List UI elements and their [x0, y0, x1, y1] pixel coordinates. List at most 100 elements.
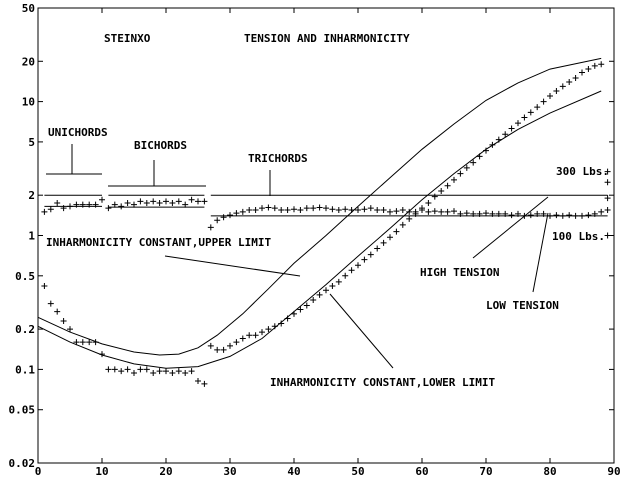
- low-tension-pointer: [532, 212, 549, 293]
- data-point: [259, 205, 265, 212]
- data-point: [156, 368, 163, 375]
- data-point: [451, 208, 457, 215]
- data-point: [259, 329, 265, 336]
- data-point: [425, 199, 432, 206]
- data-point: [431, 208, 438, 215]
- data-point: [195, 198, 201, 205]
- series-5: [44, 205, 608, 217]
- data-point: [387, 234, 393, 241]
- data-point: [598, 61, 605, 68]
- data-point: [233, 210, 240, 217]
- data-point: [553, 212, 560, 219]
- data-point: [188, 368, 195, 375]
- x-tick-label: 70: [479, 465, 492, 478]
- data-point: [188, 196, 195, 203]
- data-point: [380, 239, 387, 246]
- data-point: [361, 206, 368, 213]
- data-point: [323, 205, 329, 212]
- data-point: [470, 159, 477, 166]
- label-100-lbs: 100 Lbs.: [552, 230, 605, 243]
- data-point: [252, 207, 259, 214]
- data-point: [99, 196, 105, 203]
- data-point: [604, 195, 611, 202]
- data-point: [431, 193, 438, 200]
- data-point: [355, 207, 361, 214]
- data-point: [207, 342, 214, 349]
- data-point: [380, 207, 387, 214]
- series-2: [37, 57, 602, 356]
- x-tick-label: 40: [287, 465, 300, 478]
- data-point: [585, 212, 592, 219]
- data-point: [175, 198, 182, 205]
- data-point: [566, 79, 573, 86]
- data-point: [214, 346, 221, 353]
- annotations: STEINXO TENSION AND INHARMONICITY UNICHO…: [46, 32, 609, 389]
- data-point: [252, 332, 259, 339]
- data-point: [374, 207, 381, 214]
- data-point: [534, 104, 541, 111]
- data-point: [323, 287, 329, 294]
- data-point: [201, 380, 208, 387]
- data-point: [220, 346, 227, 353]
- data-point: [451, 176, 457, 183]
- data-point: [111, 366, 118, 373]
- series-3: [37, 90, 602, 369]
- x-tick-label: 0: [35, 465, 42, 478]
- data-point: [598, 208, 605, 215]
- data-point: [508, 125, 515, 132]
- data-point: [438, 208, 445, 215]
- data-point: [291, 206, 297, 213]
- data-point: [572, 75, 579, 82]
- data-point: [483, 210, 489, 217]
- data-point: [220, 214, 227, 221]
- data-point: [47, 206, 54, 213]
- upper-limit-label: INHARMONICITY CONSTANT,UPPER LIMIT: [46, 236, 272, 249]
- data-point: [124, 199, 131, 206]
- data-point: [367, 251, 374, 258]
- data-point: [278, 207, 285, 214]
- data-point: [399, 221, 406, 228]
- y-tick-label: 10: [22, 96, 35, 109]
- y-tick-label: 0.1: [15, 363, 35, 376]
- data-point: [444, 208, 451, 215]
- data-point: [527, 212, 534, 219]
- data-point: [227, 212, 233, 219]
- data-point: [214, 217, 221, 224]
- data-point: [335, 278, 342, 285]
- data-point: [457, 170, 464, 177]
- lower-limit-pointer: [329, 293, 394, 369]
- data-point: [54, 199, 61, 206]
- data-point: [342, 272, 349, 279]
- data-point: [195, 377, 201, 384]
- data-point: [73, 339, 80, 346]
- data-point: [150, 370, 157, 377]
- data-point: [239, 208, 246, 215]
- x-tick-label: 30: [223, 465, 236, 478]
- data-point: [585, 66, 592, 73]
- data-point: [579, 69, 585, 76]
- data-point: [124, 366, 131, 373]
- data-point: [521, 114, 528, 121]
- data-point: [227, 342, 233, 349]
- chart-title: TENSION AND INHARMONICITY: [244, 32, 410, 45]
- data-point: [553, 87, 560, 94]
- data-point: [246, 332, 253, 339]
- unichords-label: UNICHORDS: [48, 126, 108, 139]
- data-point: [131, 370, 137, 377]
- trichords-label: TRICHORDS: [248, 152, 308, 165]
- data-point: [79, 339, 86, 346]
- data-point: [137, 198, 144, 205]
- data-point: [566, 212, 573, 219]
- data-point: [284, 207, 291, 214]
- series-0: [41, 61, 605, 387]
- data-point: [118, 203, 125, 210]
- data-point: [182, 370, 189, 377]
- data-point: [348, 267, 355, 274]
- data-point: [591, 62, 598, 69]
- x-tick-label: 50: [351, 465, 364, 478]
- data-point: [175, 368, 182, 375]
- y-tick-label: 0.5: [15, 270, 35, 283]
- data-series: [37, 57, 611, 387]
- data-point: [163, 368, 169, 375]
